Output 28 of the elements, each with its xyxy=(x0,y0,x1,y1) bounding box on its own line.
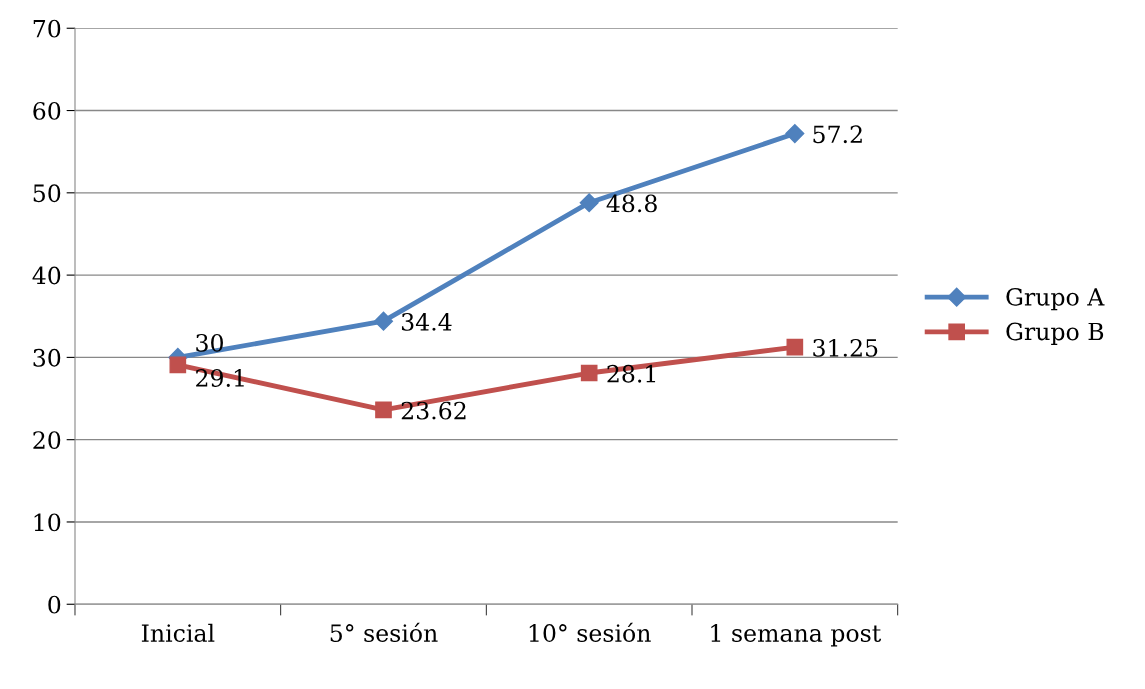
y-tick-label: 10 xyxy=(34,513,61,532)
y-tick-label: 50 xyxy=(33,184,61,203)
point xyxy=(375,401,392,419)
data-label: 31.25 xyxy=(813,338,878,357)
data-label: 23.62 xyxy=(401,401,466,420)
point xyxy=(785,124,805,144)
data-label: 57.2 xyxy=(813,125,862,144)
x-tick-label: 10° sesión xyxy=(529,622,651,642)
data-label: 28.1 xyxy=(607,364,656,383)
y-tick-label: 30 xyxy=(33,348,61,367)
x-tick-label: Inicial xyxy=(141,623,215,642)
legend-label: Grupo A xyxy=(1006,287,1105,311)
point xyxy=(580,364,598,382)
point xyxy=(373,311,394,331)
point xyxy=(786,338,804,356)
y-tick-label: 40 xyxy=(32,266,61,285)
y-tick-label: 70 xyxy=(33,19,61,38)
x-tick-label: 1 semana post xyxy=(711,624,882,647)
data-label: 34.4 xyxy=(401,312,452,331)
data-label: 30 xyxy=(196,333,223,352)
point xyxy=(579,193,599,213)
x-tick-label: 5° sesión xyxy=(330,622,438,642)
data-label: 48.8 xyxy=(606,194,657,213)
y-tick-label: 20 xyxy=(33,431,61,449)
y-tick-label: 60 xyxy=(33,101,61,120)
point xyxy=(169,356,187,374)
y-tick-label: 0 xyxy=(48,595,61,614)
legend-label: Grupo B xyxy=(1006,322,1104,345)
